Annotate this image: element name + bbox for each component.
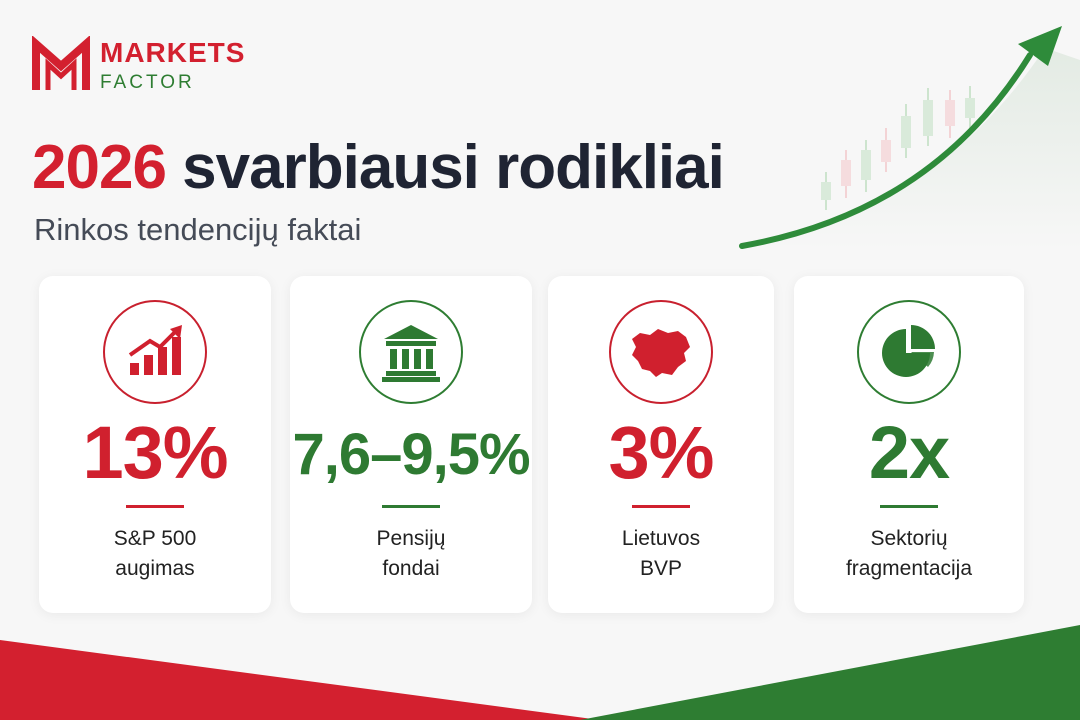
stat-divider xyxy=(126,505,184,508)
stat-value: 2x xyxy=(868,411,950,494)
stat-label-line1: S&P 500 xyxy=(113,527,197,550)
page-title: 2026 svarbiausi rodikliai xyxy=(32,132,725,203)
stat-value: 3% xyxy=(608,411,715,494)
title-text: svarbiausi rodikliai xyxy=(182,133,725,202)
page-subtitle: Rinkos tendencijų faktai xyxy=(34,212,362,247)
bottom-green-wave xyxy=(580,625,1080,720)
stat-divider xyxy=(632,505,690,508)
stat-value: 7,6–9,5% xyxy=(292,422,530,487)
stat-icon-circle xyxy=(857,300,961,404)
stat-label: Sektorių fragmentacija xyxy=(794,524,1024,584)
stat-label: Lietuvos BVP xyxy=(548,524,774,584)
candlestick-decoration xyxy=(821,86,975,210)
stat-icon-circle xyxy=(103,300,207,404)
stat-card-pension-funds: 7,6–9,5% Pensijų fondai xyxy=(290,276,532,613)
stat-label-line1: Pensijų xyxy=(376,527,446,550)
stat-label: Pensijų fondai xyxy=(290,524,532,584)
brand-logo: MARKETS FACTOR xyxy=(32,36,245,94)
stat-label: S&P 500 augimas xyxy=(39,524,271,584)
markets-factor-logo-icon xyxy=(32,36,90,90)
stat-card-sp500: 13% S&P 500 augimas xyxy=(39,276,271,613)
stat-label-line1: Sektorių xyxy=(870,527,948,550)
stat-card-lithuania-gdp: 3% Lietuvos BVP xyxy=(548,276,774,613)
stat-divider xyxy=(880,505,938,508)
trend-arrow xyxy=(739,52,1033,249)
stat-icon-circle xyxy=(609,300,713,404)
pie-chart-icon xyxy=(882,325,935,377)
title-year: 2026 xyxy=(32,133,167,202)
growth-bars-icon xyxy=(128,325,182,375)
stat-label-line1: Lietuvos xyxy=(621,527,701,550)
bottom-red-wave xyxy=(0,640,600,720)
bank-building-icon xyxy=(382,325,440,382)
logo-text-factor: FACTOR xyxy=(100,71,195,93)
stat-divider xyxy=(382,505,440,508)
stat-value: 13% xyxy=(82,411,228,494)
logo-text-markets: MARKETS xyxy=(100,36,246,68)
stat-label-line2: augimas xyxy=(115,557,195,580)
stat-icon-circle xyxy=(359,300,463,404)
stat-label-line2: BVP xyxy=(639,557,683,580)
stat-label-line2: fragmentacija xyxy=(845,557,973,580)
stat-card-sector-fragmentation: 2x Sektorių fragmentacija xyxy=(794,276,1024,613)
trend-arrow-head xyxy=(1018,26,1062,66)
lithuania-map-icon xyxy=(632,329,690,377)
stat-label-line2: fondai xyxy=(382,557,440,580)
